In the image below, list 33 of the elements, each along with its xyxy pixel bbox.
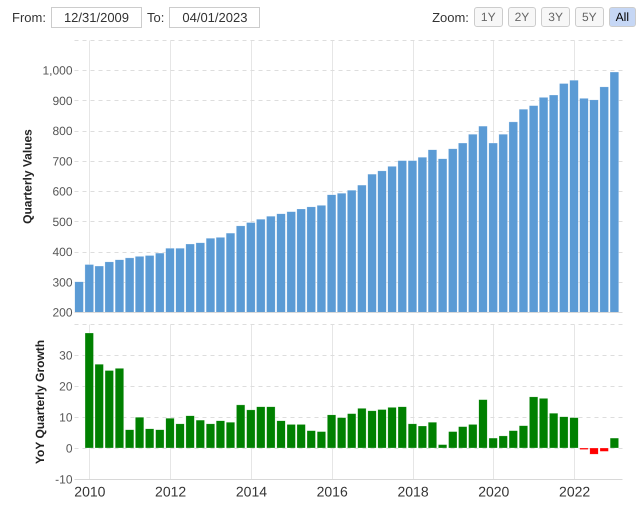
y-axis-title: Quarterly Values bbox=[20, 128, 34, 224]
y-tick-label: 200 bbox=[52, 306, 73, 320]
x-tick-label: 2022 bbox=[559, 484, 590, 500]
y-tick-label: 0 bbox=[66, 442, 73, 456]
x-tick-label: 2020 bbox=[478, 484, 510, 500]
y-tick-label: 10 bbox=[59, 410, 73, 424]
x-tick-label: 2014 bbox=[236, 484, 268, 500]
date-field: 12/31/2009 bbox=[50, 6, 142, 28]
text: From: bbox=[12, 10, 46, 24]
y-tick-label: 400 bbox=[52, 245, 73, 260]
zoom-button: All bbox=[608, 7, 636, 27]
y-tick-label: 800 bbox=[52, 124, 73, 138]
y-axis-title: YoY Quarterly Growth bbox=[33, 340, 48, 464]
text: Zoom: bbox=[432, 10, 469, 24]
y-tick-label: 600 bbox=[52, 184, 73, 199]
x-tick-label: 2016 bbox=[316, 484, 348, 500]
y-tick-label: 300 bbox=[52, 275, 73, 290]
date-field: 04/01/2023 bbox=[169, 6, 260, 28]
y-tick-label: 900 bbox=[52, 94, 73, 108]
zoom-button: 1Y bbox=[474, 7, 503, 27]
zoom-button: 5Y bbox=[574, 7, 604, 27]
y-tick-label: 30 bbox=[59, 348, 73, 362]
x-tick-label: 2012 bbox=[155, 484, 186, 500]
y-tick-label: 1,000 bbox=[42, 64, 73, 78]
y-tick-label: 700 bbox=[52, 154, 73, 168]
y-tick-label: 500 bbox=[52, 214, 73, 229]
zoom-button: 2Y bbox=[508, 7, 536, 27]
y-tick-label: 20 bbox=[59, 380, 73, 394]
y-tick-label: -10 bbox=[55, 472, 73, 486]
text: To: bbox=[147, 10, 164, 24]
zoom-button: 3Y bbox=[541, 7, 570, 27]
x-tick-label: 2010 bbox=[74, 484, 106, 500]
x-tick-label: 2018 bbox=[397, 484, 429, 500]
